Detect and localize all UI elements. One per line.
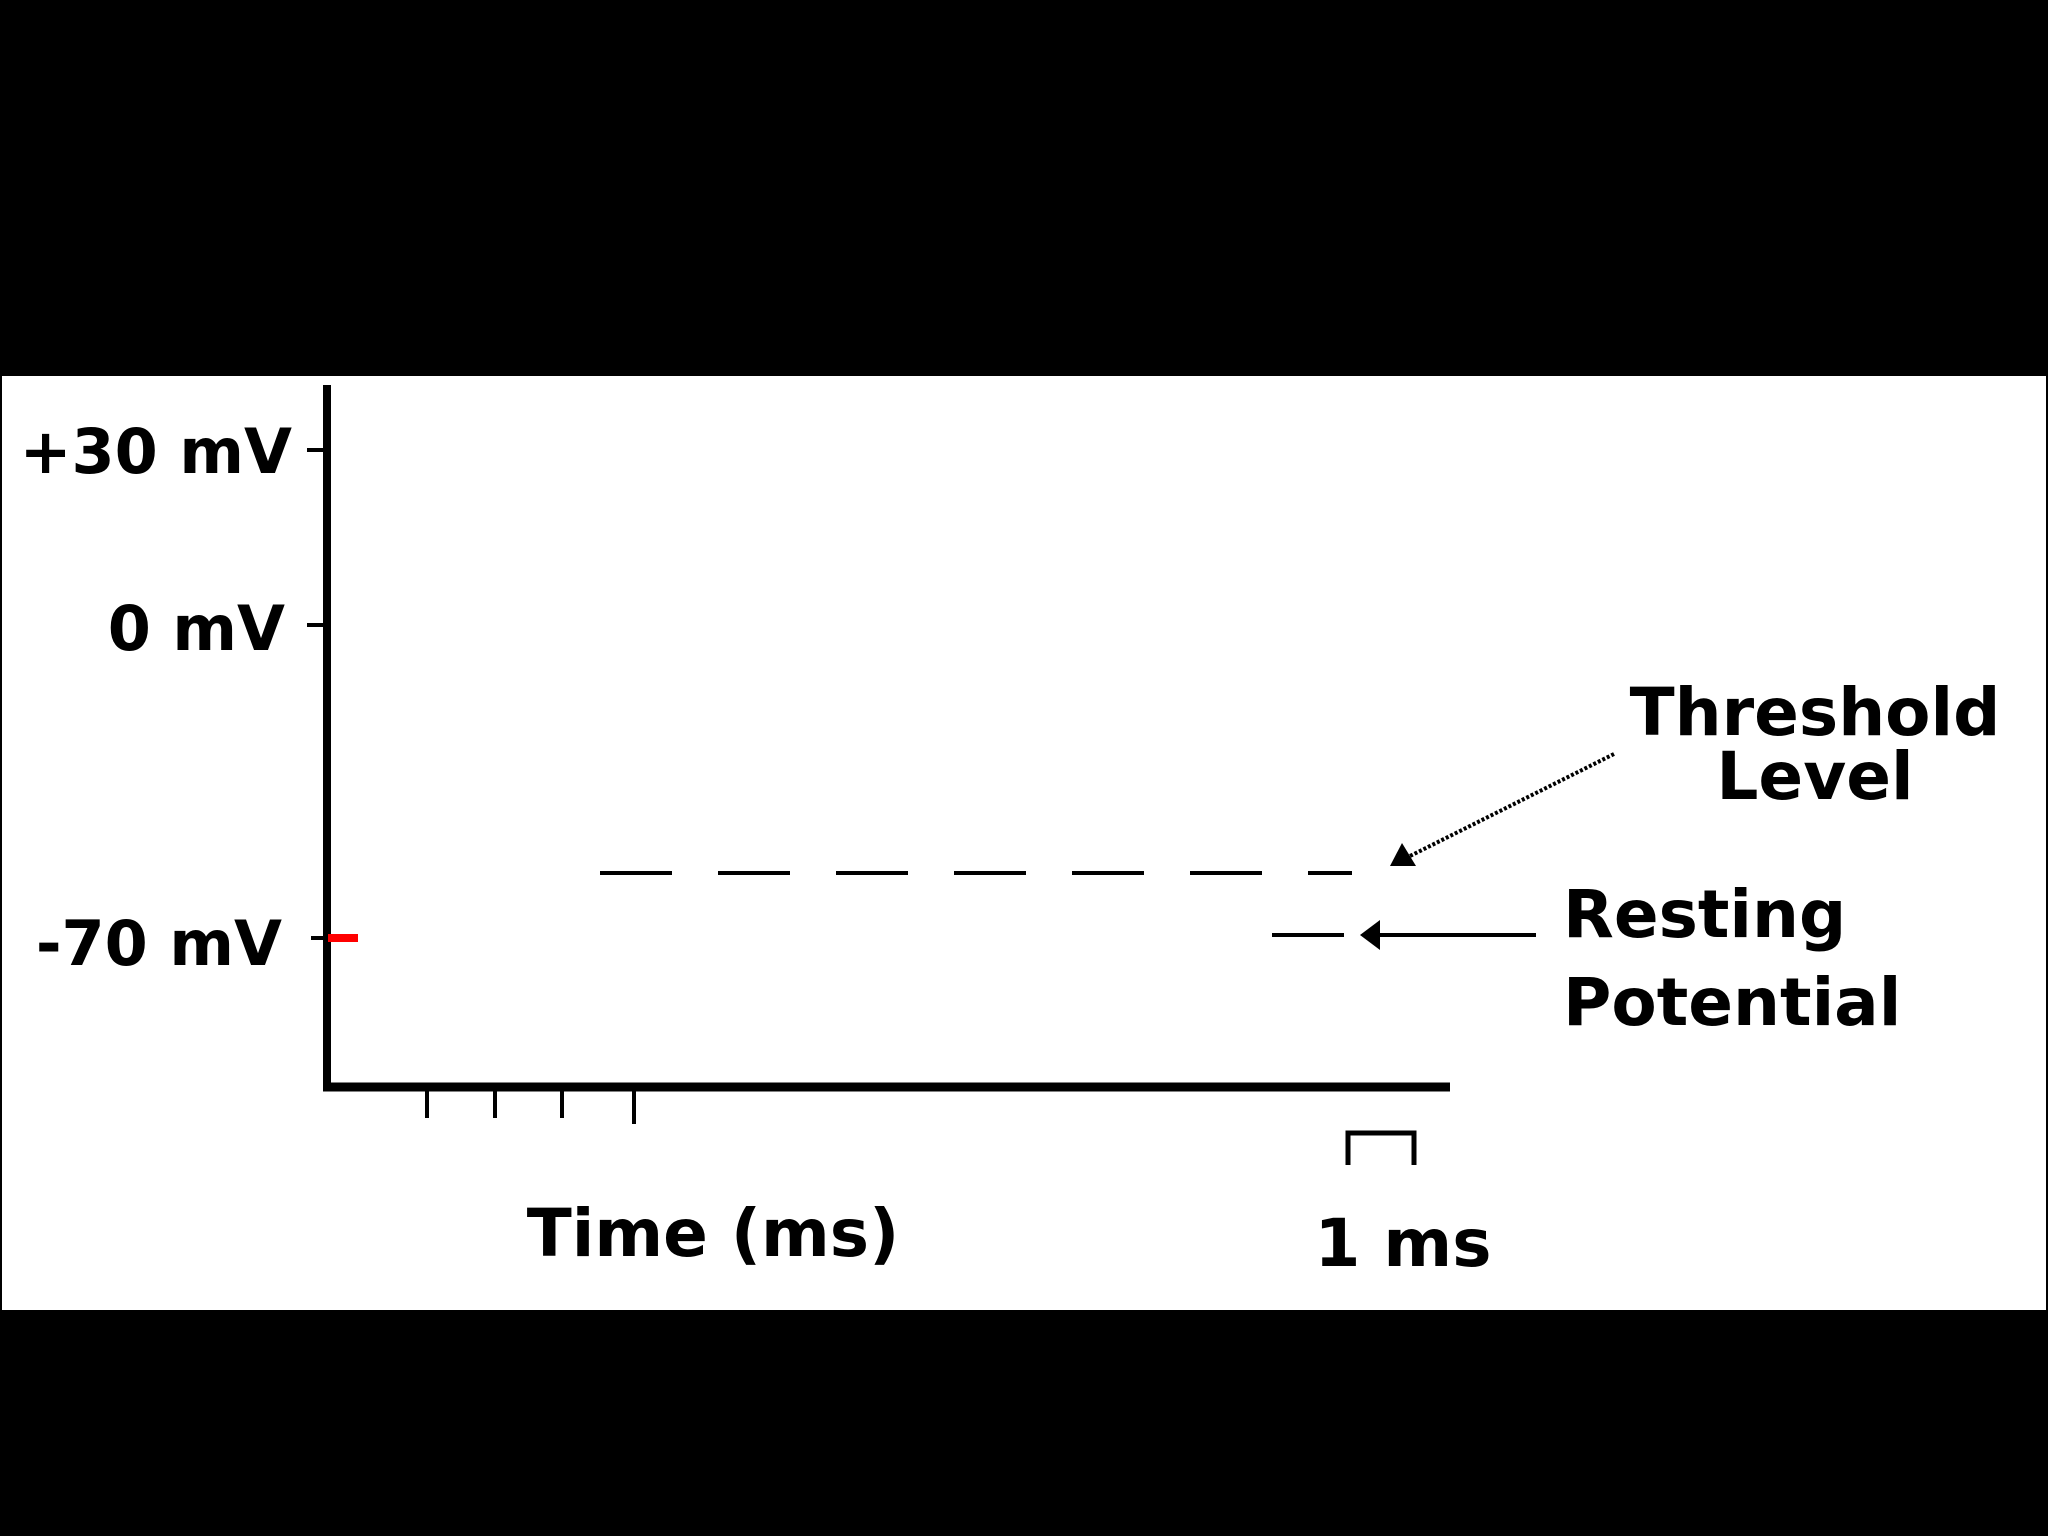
y-tick-label-zero: 0 mV — [108, 592, 285, 665]
y-tick-label-plus30: +30 mV — [20, 415, 292, 488]
x-axis-label: Time (ms) — [527, 1195, 900, 1272]
y-tick-label-minus70: -70 mV — [36, 907, 282, 980]
threshold-arrow-shaft — [1407, 752, 1615, 859]
threshold-label-line1: Threshold — [1630, 674, 2001, 751]
threshold-arrow-head — [1390, 843, 1416, 866]
threshold-label-line2: Level — [1716, 738, 1913, 815]
scale-bar-label: 1 ms — [1315, 1205, 1492, 1282]
time-scale-bar — [1345, 1130, 1417, 1165]
resting-label-line2: Potential — [1563, 964, 1901, 1041]
resting-label-line1: Resting — [1563, 876, 1846, 953]
diagram-panel — [2, 376, 2046, 1310]
resting-arrow-head — [1360, 920, 1380, 950]
